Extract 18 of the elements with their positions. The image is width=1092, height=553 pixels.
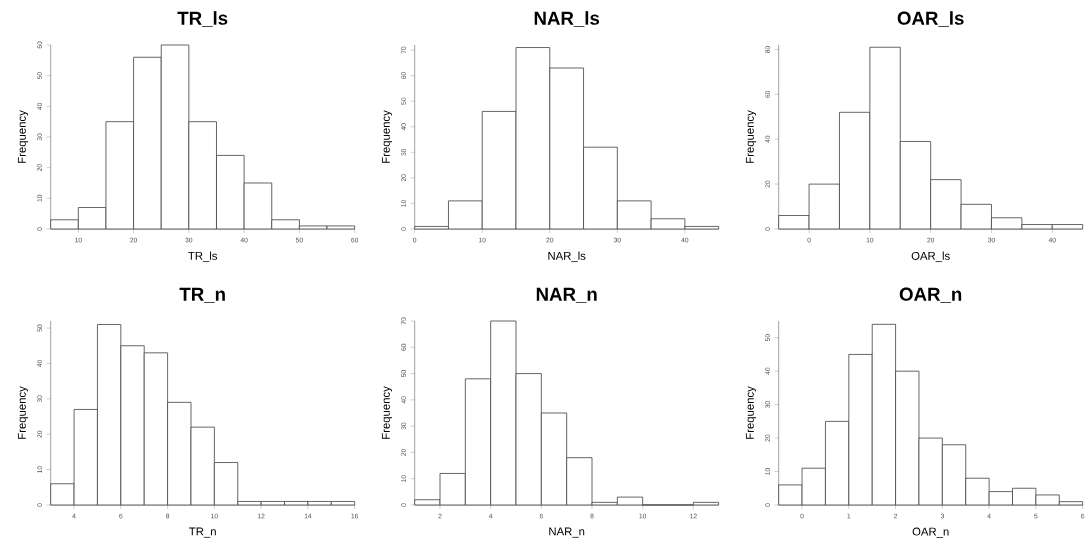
y-axis-title: Frequency (745, 110, 757, 163)
x-axis-title: NAR_n (549, 527, 585, 538)
y-axis-title: Frequency (381, 110, 393, 163)
x-axis-title: TR_n (189, 527, 216, 538)
y-axis-title: Frequency (381, 386, 393, 439)
chart-title: NAR_n (536, 287, 597, 303)
chart-title: NAR_ls (534, 11, 600, 27)
x-axis-title: OAR_ls (911, 251, 950, 263)
x-axis-title: OAR_n (912, 527, 949, 538)
y-axis-title: Frequency (745, 386, 757, 439)
chart-title: OAR_ls (897, 11, 964, 27)
y-axis-title: Frequency (17, 386, 29, 439)
x-axis-title: TR_ls (188, 251, 218, 263)
chart-title: TR_n (179, 287, 225, 303)
x-axis-title: NAR_ls (548, 251, 586, 263)
chart-title: OAR_n (899, 287, 962, 303)
chart-title: TR_ls (177, 11, 228, 27)
y-axis-title: Frequency (17, 110, 29, 163)
